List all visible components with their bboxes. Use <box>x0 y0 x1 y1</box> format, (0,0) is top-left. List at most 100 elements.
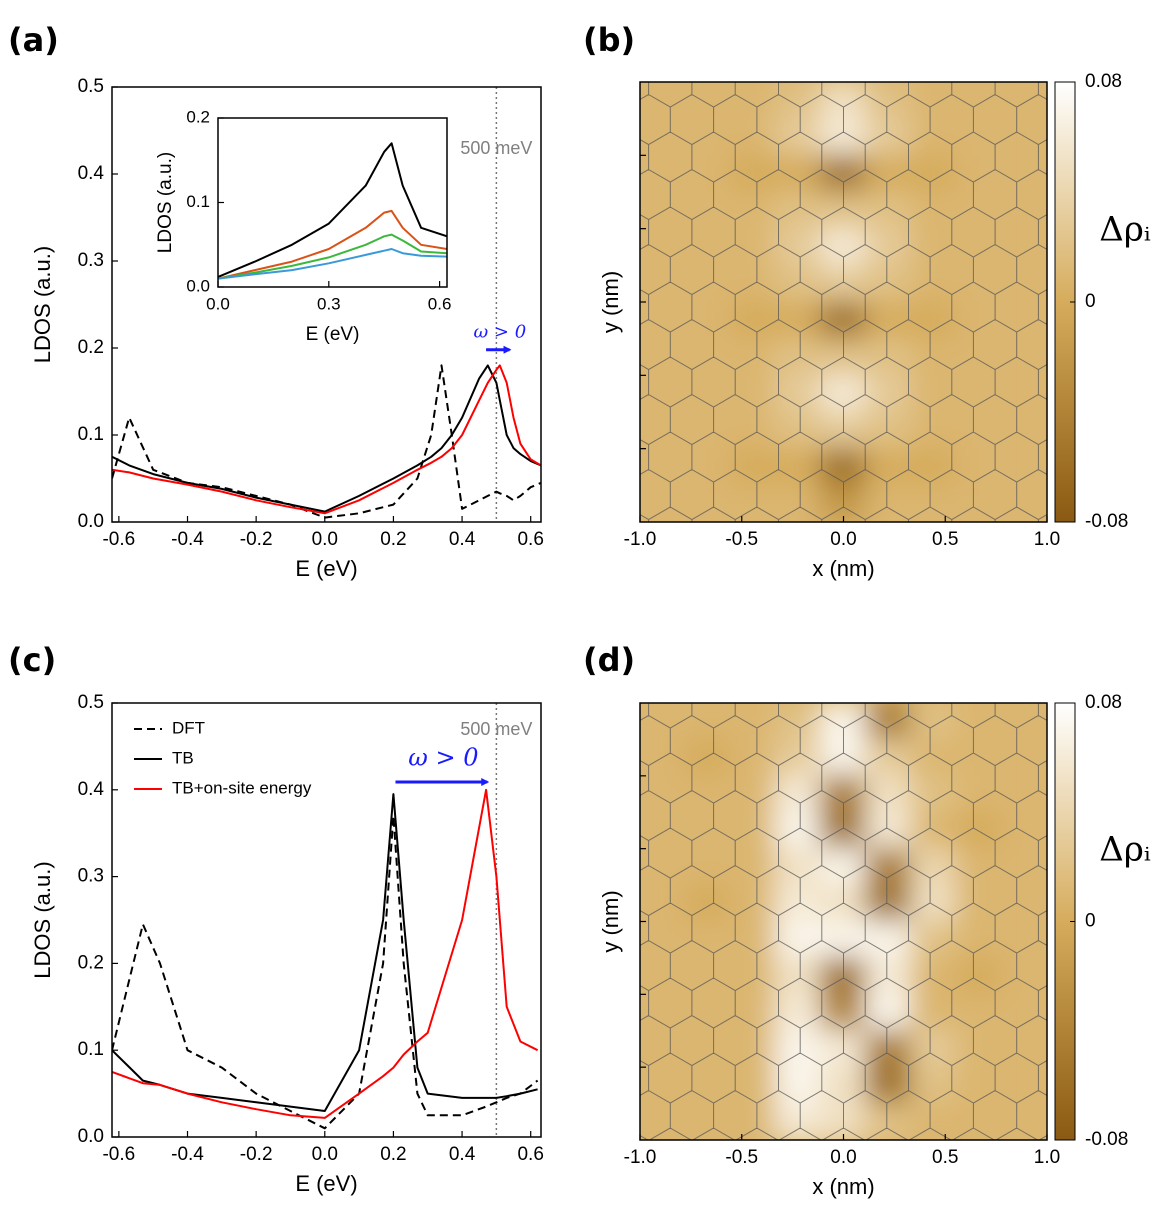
heatmap-cell <box>639 154 686 193</box>
heatmap-cell <box>684 738 731 776</box>
y-tick-label: 0.0 <box>78 511 104 532</box>
heatmap-cell <box>865 957 912 995</box>
x-tick-label: -0.4 <box>171 529 204 550</box>
heatmap-cell <box>639 301 686 340</box>
y-tick-label: 0.4 <box>78 163 105 184</box>
y-axis-label: y (nm) <box>598 890 623 952</box>
heatmap-cells <box>639 81 1048 523</box>
x-tick-label: 1.0 <box>1034 529 1060 550</box>
x-tick-label: 0.0 <box>312 529 338 550</box>
heatmap-cell <box>684 884 731 922</box>
heatmap-cell <box>684 484 731 523</box>
heatmap-cell <box>910 775 957 813</box>
heatmap-cell <box>729 1030 776 1068</box>
heatmap-cell <box>1001 484 1048 523</box>
y-tick-label: 0.0 <box>186 276 210 295</box>
heatmap-cell <box>729 738 776 776</box>
x-tick-label: 0.3 <box>317 294 341 313</box>
figure: (a)500 meV-0.6-0.4-0.20.00.20.40.6E (eV)… <box>0 0 1173 1212</box>
colorbar-tick-label: -0.08 <box>1085 511 1128 532</box>
heatmap-cell <box>1001 993 1048 1031</box>
x-tick-label: 0.4 <box>449 529 476 550</box>
heatmap-cell <box>639 191 686 230</box>
heatmap-cell <box>775 338 822 377</box>
heatmap-cell <box>775 1103 822 1141</box>
legend-label: TB+on-site energy <box>172 778 312 797</box>
heatmap-cell <box>956 1066 1003 1104</box>
heatmap-cell <box>775 1066 822 1104</box>
heatmap-cell <box>639 338 686 377</box>
heatmap-cell <box>910 1066 957 1104</box>
annotation-label: ω > 0 <box>408 744 478 772</box>
heatmap-cell <box>910 154 957 193</box>
heatmap-cell <box>639 775 686 813</box>
heatmap-cell <box>684 228 731 267</box>
x-tick-label: -1.0 <box>624 1147 657 1168</box>
heatmap-cell <box>956 264 1003 303</box>
panel-label: (a) <box>8 21 59 59</box>
heatmap-cell <box>865 811 912 849</box>
heatmap-cell <box>1001 411 1048 450</box>
heatmap-cell <box>639 484 686 523</box>
heatmap-cell <box>956 738 1003 776</box>
y-tick-label: 0.1 <box>186 192 210 211</box>
heatmap-cell <box>775 702 822 740</box>
panel-label: (c) <box>8 641 56 679</box>
heatmap-cell <box>775 993 822 1031</box>
heatmap-cell <box>684 811 731 849</box>
y-tick-label: 0.1 <box>78 1039 104 1060</box>
heatmap-cell <box>865 921 912 959</box>
heatmap-cell <box>865 228 912 267</box>
y-tick-label: 0.4 <box>78 779 105 800</box>
x-tick-label: 0.6 <box>428 294 452 313</box>
x-tick-label: 0.0 <box>206 294 230 313</box>
heatmap-cell <box>1001 884 1048 922</box>
heatmap-cell <box>639 411 686 450</box>
heatmap-cell <box>865 1103 912 1141</box>
heatmap-cell <box>865 1066 912 1104</box>
heatmap-cell <box>684 775 731 813</box>
heatmap-cell <box>729 848 776 886</box>
heatmap-cell <box>865 411 912 450</box>
heatmap-cell <box>639 993 686 1031</box>
heatmap-cell <box>775 374 822 413</box>
heatmap-cell <box>729 775 776 813</box>
heatmap-cell <box>820 1066 867 1104</box>
x-tick-label: 0.2 <box>380 529 406 550</box>
heatmap-cell <box>1001 81 1048 120</box>
heatmap-cell <box>775 191 822 230</box>
x-tick-label: 0.5 <box>932 529 958 550</box>
x-tick-label: -0.2 <box>240 529 273 550</box>
legend-label: DFT <box>172 718 205 737</box>
heatmap-cell <box>729 884 776 922</box>
y-tick-label: 0.2 <box>78 952 104 973</box>
y-axis-label: LDOS (a.u.) <box>155 152 176 253</box>
heatmap-cell <box>775 884 822 922</box>
heatmap-cell <box>684 374 731 413</box>
heatmap-cell <box>865 338 912 377</box>
colorbar-label: Δρᵢ <box>1099 830 1151 870</box>
heatmap-cell <box>1001 154 1048 193</box>
heatmap-cell <box>1001 1103 1048 1141</box>
x-tick-label: 0.6 <box>517 1144 543 1165</box>
heatmap-cell <box>956 484 1003 523</box>
heatmap-cell <box>639 811 686 849</box>
heatmap-cell <box>956 957 1003 995</box>
y-tick-label: 0.0 <box>78 1126 104 1147</box>
heatmap-cell <box>639 228 686 267</box>
heatmap-cell <box>684 1103 731 1141</box>
y-tick-label: 0.5 <box>78 76 104 97</box>
heatmap-cell <box>865 993 912 1031</box>
annotation-label: ω > 0 <box>473 322 526 343</box>
x-tick-label: 1.0 <box>1034 1147 1060 1168</box>
heatmap-cell <box>684 154 731 193</box>
heatmap-cell <box>956 228 1003 267</box>
colorbar-tick-label: 0.08 <box>1085 692 1122 713</box>
heatmap-cell <box>865 301 912 340</box>
x-tick-label: 0.0 <box>830 1147 856 1168</box>
heatmap-cell <box>729 338 776 377</box>
reference-label: 500 meV <box>460 138 532 158</box>
heatmap-cell <box>820 993 867 1031</box>
heatmap-cell <box>865 884 912 922</box>
heatmap-cell <box>775 811 822 849</box>
